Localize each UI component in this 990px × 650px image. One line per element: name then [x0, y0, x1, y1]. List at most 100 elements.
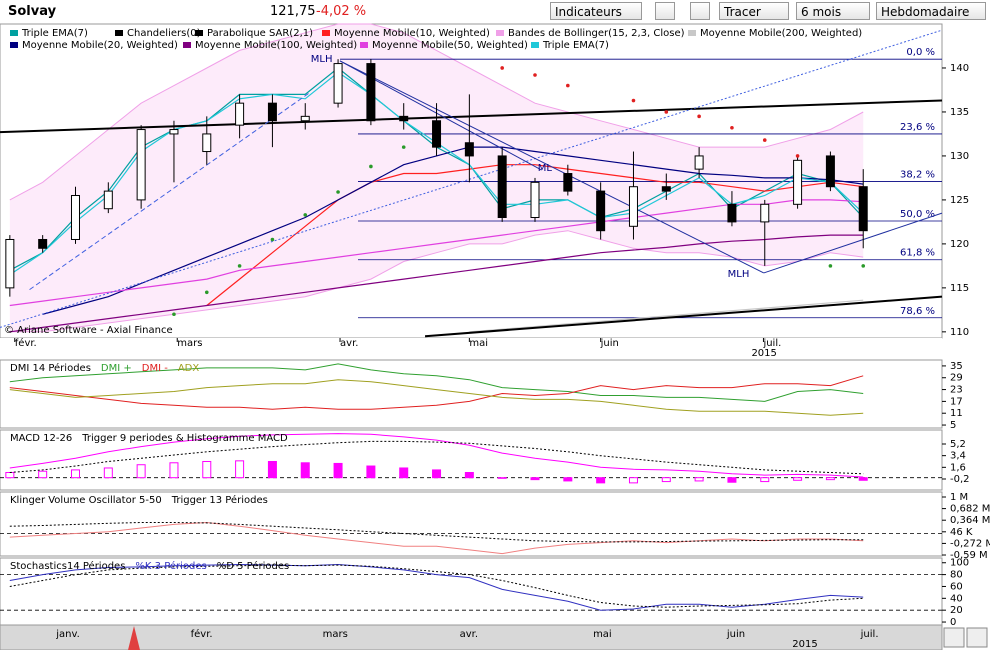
y-tick-label: 0,682 M: [950, 504, 990, 515]
candle-body: [825, 155, 835, 188]
y-tick-label: 120: [950, 239, 969, 250]
panel-title: DMI 14 Périodes: [10, 362, 91, 374]
panel-title: MACD 12-26: [10, 433, 72, 444]
candle-body: [760, 203, 770, 223]
y-tick-label: 110: [950, 327, 969, 338]
y-tick-label: 20: [950, 605, 963, 616]
erase-button[interactable]: [690, 2, 710, 20]
legend-label: ADX: [178, 363, 200, 374]
indicator-line: [9, 433, 864, 478]
histogram-bar: [333, 462, 343, 479]
navigator-label: févr.: [191, 628, 213, 640]
navigator-label: mars: [323, 629, 348, 640]
histogram-bar: [202, 460, 212, 479]
panel-title: Klinger Volume Oscillator 5-50: [10, 495, 162, 506]
sar-dot: [828, 264, 833, 268]
legend-label: Trigger 9 periodes & Histogramme MACD: [81, 433, 288, 444]
indicators-button[interactable]: Indicateurs: [550, 2, 642, 20]
histogram-bar: [464, 472, 474, 479]
trendline: [763, 212, 943, 274]
y-tick-label: 40: [950, 593, 963, 604]
histogram-bar: [38, 470, 48, 479]
histogram-bar: [267, 460, 277, 479]
legend-label: Parabolique SAR(2,1): [207, 28, 313, 39]
trendline: [424, 295, 943, 338]
candle-body: [103, 190, 113, 210]
y-tick-label: -0,2: [950, 474, 970, 485]
y-tick-label: 5,2: [950, 439, 966, 450]
histogram-bar: [169, 462, 179, 479]
y-tick-label: 46 K: [950, 527, 973, 538]
sar-dot: [631, 98, 636, 103]
sar-dot: [401, 145, 406, 149]
candle-body: [563, 173, 573, 192]
y-tick-label: 100: [950, 558, 969, 569]
candle-body: [136, 129, 146, 201]
histogram-bar: [530, 477, 540, 481]
panel-title: Stochastics14 Périodes: [10, 560, 125, 572]
zoom-button[interactable]: [966, 627, 988, 648]
legend-label: Moyenne Mobile(10, Weighted): [334, 28, 490, 39]
panel: [0, 429, 943, 491]
histogram-bar: [596, 477, 606, 484]
candle-body: [628, 186, 638, 227]
trendline: [0, 99, 943, 134]
zoom-button[interactable]: [943, 627, 965, 648]
sar-dot: [204, 290, 209, 295]
legend-label: DMI -: [142, 363, 168, 374]
histogram-bar: [793, 477, 803, 481]
navigator-handle: [128, 626, 140, 650]
y-tick-label: 29: [950, 373, 963, 384]
sar-dot: [730, 125, 734, 130]
y-tick-label: 115: [950, 283, 969, 294]
x-tick-label: févr.: [15, 337, 37, 349]
fib-label: 23,6 %: [900, 122, 935, 133]
period-select[interactable]: 6 mois: [796, 2, 870, 20]
sar-dot: [664, 110, 669, 114]
candle-body: [858, 186, 868, 232]
legend-label: Trigger 13 Périodes: [171, 494, 268, 506]
candle-body: [661, 186, 671, 192]
sar-dot: [795, 154, 800, 158]
candle-body: [464, 142, 474, 157]
histogram-bar: [5, 472, 15, 479]
y-tick-label: 80: [950, 570, 963, 581]
legend-swatch: [115, 30, 123, 36]
x-tick-label: juil.: [762, 338, 781, 349]
histogram-bar: [497, 477, 507, 479]
y-tick-label: 135: [950, 107, 969, 118]
sar-dot: [762, 138, 767, 142]
panel: [0, 557, 943, 626]
legend-swatch: [531, 42, 539, 48]
histogram-bar: [760, 477, 770, 483]
price: 121,75: [270, 4, 316, 19]
candle-body: [366, 63, 376, 122]
candle-body: [694, 155, 704, 170]
draw-button[interactable]: Tracer: [719, 2, 789, 20]
legend-label: Bandes de Bollinger(15, 2,3, Close): [508, 28, 685, 39]
histogram-bar: [136, 464, 146, 479]
year-label: 2015: [751, 348, 776, 359]
trendline: [29, 93, 309, 291]
interval-select[interactable]: Hebdomadaire: [876, 2, 986, 20]
y-tick-label: -0,272 M: [950, 538, 990, 549]
legend-swatch: [688, 30, 696, 36]
right-axis-bg: [942, 24, 990, 624]
histogram-bar: [366, 465, 376, 479]
fib-label: 50,0 %: [900, 209, 935, 220]
histogram-bar: [432, 469, 442, 479]
y-tick-label: 140: [950, 63, 969, 74]
y-tick-label: 3,4: [950, 451, 966, 462]
navigator-label: janv.: [55, 629, 80, 640]
toolbar: Solvay 121,75 -4,02 % Indicateurs Tracer…: [0, 0, 990, 25]
y-tick-label: 11: [950, 408, 963, 419]
panel: [0, 491, 943, 557]
y-tick-label: 1,6: [950, 462, 966, 473]
legend-label: %K 3 Périodes: [135, 560, 206, 572]
legend-swatch: [496, 30, 504, 36]
indicator-line: [9, 521, 864, 555]
moving-average: [9, 234, 864, 333]
sar-dot: [697, 114, 701, 119]
draw-line-button[interactable]: [655, 2, 675, 20]
